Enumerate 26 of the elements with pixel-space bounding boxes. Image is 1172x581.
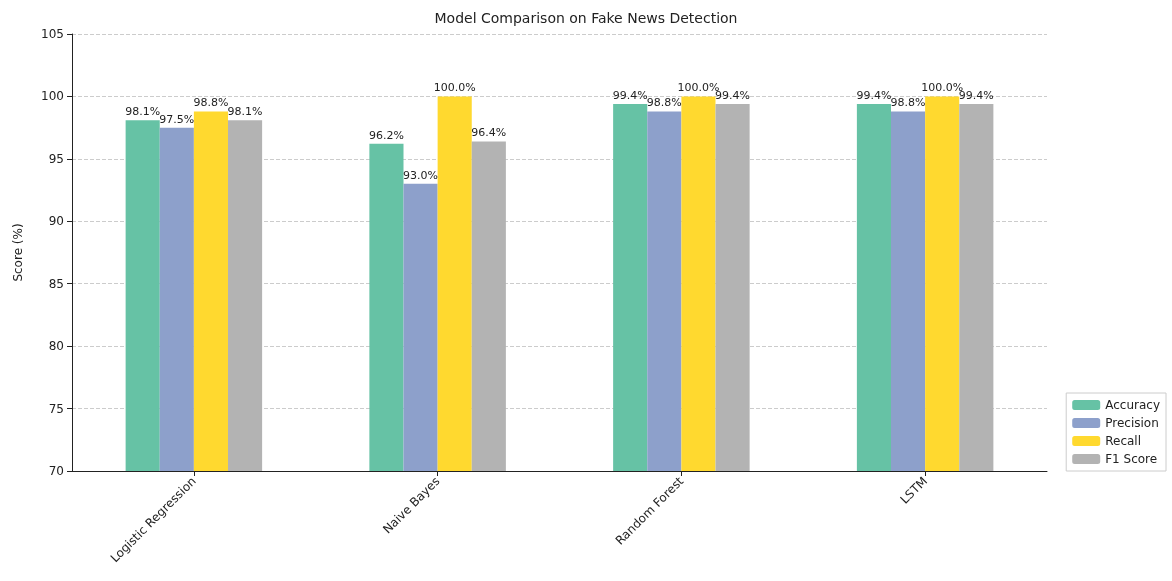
data-label: 98.8% <box>193 96 229 110</box>
y-tick-label: 95 <box>48 151 64 166</box>
chart-title: Model Comparison on Fake News Detection <box>434 10 738 26</box>
data-label: 98.8% <box>890 96 926 110</box>
y-tick-label: 80 <box>48 339 64 354</box>
legend-label: Recall <box>1105 434 1142 448</box>
y-tick-label: 105 <box>41 27 64 41</box>
legend-label: F1 Score <box>1105 452 1158 466</box>
y-tick-label: 85 <box>48 276 64 291</box>
y-tick-label: 90 <box>48 214 64 229</box>
data-label: 96.2% <box>368 128 404 142</box>
data-label: 99.4% <box>612 88 648 102</box>
data-label: 98.1% <box>227 105 263 119</box>
data-label: 100.0% <box>433 81 476 95</box>
data-label: 99.4% <box>856 88 892 102</box>
y-tick-label: 100 <box>41 89 64 104</box>
data-label: 93.0% <box>403 168 439 182</box>
y-axis-title: Score (%) <box>11 223 25 282</box>
y-tick-label: 75 <box>48 401 64 416</box>
legend-label: Precision <box>1105 416 1159 430</box>
data-label: 98.1% <box>125 105 161 119</box>
data-label: 98.8% <box>646 96 682 110</box>
data-label: 97.5% <box>159 112 195 126</box>
legend-label: Accuracy <box>1105 398 1161 412</box>
y-tick-label: 70 <box>48 464 64 478</box>
data-label: 96.4% <box>471 126 507 140</box>
